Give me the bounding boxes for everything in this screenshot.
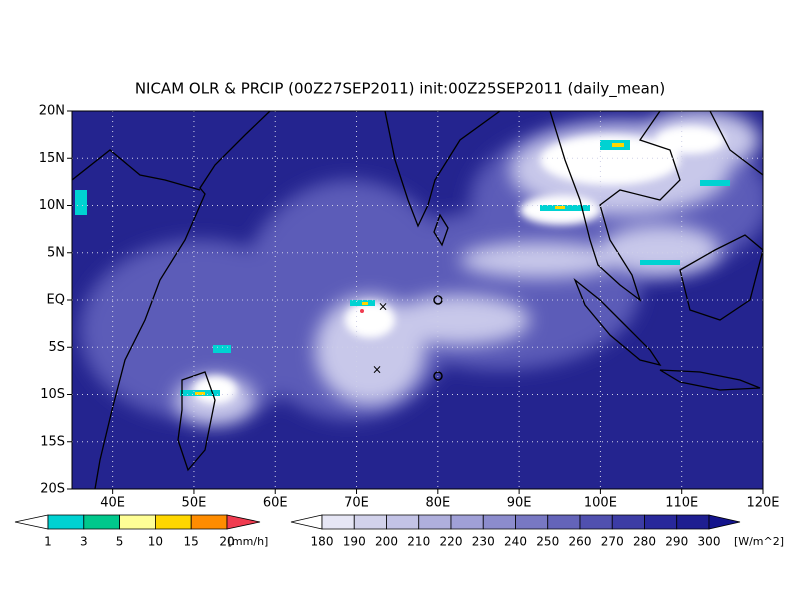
colorbar-label: 230: [472, 535, 495, 549]
y-tick-label: 20N: [39, 104, 65, 119]
y-tick-label: 5N: [47, 245, 65, 260]
colorbar-label: 260: [569, 535, 592, 549]
colorbar-box: [482, 514, 516, 530]
colorbar-label: 190: [343, 535, 366, 549]
y-tick-label: 20S: [40, 482, 65, 497]
colorbar-label: 210: [407, 535, 430, 549]
y-tick-label: EQ: [47, 293, 65, 308]
colorbar-label: 280: [633, 535, 656, 549]
colorbar-box: [611, 514, 645, 530]
colorbar-label: 3: [80, 535, 88, 549]
colorbar-label: 1: [44, 535, 52, 549]
colorbar-box: [226, 514, 261, 530]
map-field: × ×: [72, 111, 763, 489]
colorbar-box: [708, 514, 741, 530]
y-tick-label: 10N: [39, 198, 65, 213]
x-tick-label: 100E: [584, 496, 617, 511]
colorbar-label: 180: [311, 535, 334, 549]
colorbar-box: [579, 514, 613, 530]
x-tick-label: 120E: [746, 496, 779, 511]
colorbar-box: [83, 514, 120, 530]
colorbar-box: [386, 514, 420, 530]
colorbar-label: 300: [698, 535, 721, 549]
map-frame: [71, 110, 764, 490]
colorbar-label: 5: [116, 535, 124, 549]
marker: ×: [372, 363, 382, 377]
marker: ×: [378, 300, 388, 314]
colorbar-box: [190, 514, 228, 530]
colorbar-box: [644, 514, 678, 530]
colorbar-box: [515, 514, 549, 530]
x-tick-label: 90E: [507, 496, 532, 511]
colorbar-label: 200: [375, 535, 398, 549]
x-tick-label: 70E: [344, 496, 369, 511]
y-tick-label: 15S: [40, 434, 65, 449]
colorbar-box: [119, 514, 156, 530]
x-tick-label: 50E: [182, 496, 207, 511]
colorbar-label: 220: [440, 535, 463, 549]
x-tick-label: 110E: [665, 496, 698, 511]
colorbar-box: [155, 514, 192, 530]
colorbar-box: [353, 514, 387, 530]
colorbar-box: [47, 514, 85, 530]
grid: 40E 50E 60E 70E 80E 90E 100E 110E 120E 20N 15N 10N 5…: [39, 104, 780, 511]
colorbar-label: 20: [219, 535, 234, 549]
y-tick-label: 10S: [40, 387, 65, 402]
colorbar-box: [321, 514, 355, 530]
colorbar-label: 10: [148, 535, 163, 549]
colorbar-box: [418, 514, 452, 530]
colorbar-box: [547, 514, 581, 530]
marker: [433, 371, 443, 381]
colorbar-box: [14, 514, 49, 530]
x-tick-label: 80E: [425, 496, 450, 511]
x-tick-label: 40E: [100, 496, 125, 511]
colorbar-box: [290, 514, 323, 530]
colorbars: 1 3 5 10 15 20[mm/h] 180 190 200 210 220 230 240 250 2…: [14, 514, 784, 549]
title: NICAM OLR & PRCIP (00Z27SEP2011) init:00…: [135, 80, 665, 99]
y-tick-label: 15N: [39, 151, 65, 166]
colorbar-box: [676, 514, 710, 530]
colorbar-label: 270: [601, 535, 624, 549]
colorbar-box: [450, 514, 484, 530]
colorbar-label: 290: [665, 535, 688, 549]
colorbar-unit: [mm/h]: [228, 535, 269, 548]
y-tick-label: 5S: [48, 340, 65, 355]
x-tick-label: 60E: [263, 496, 288, 511]
colorbar-unit: [W/m^2]: [734, 535, 784, 548]
colorbar-label: 15: [184, 535, 199, 549]
colorbar-label: 250: [536, 535, 559, 549]
colorbar-label: 240: [504, 535, 527, 549]
